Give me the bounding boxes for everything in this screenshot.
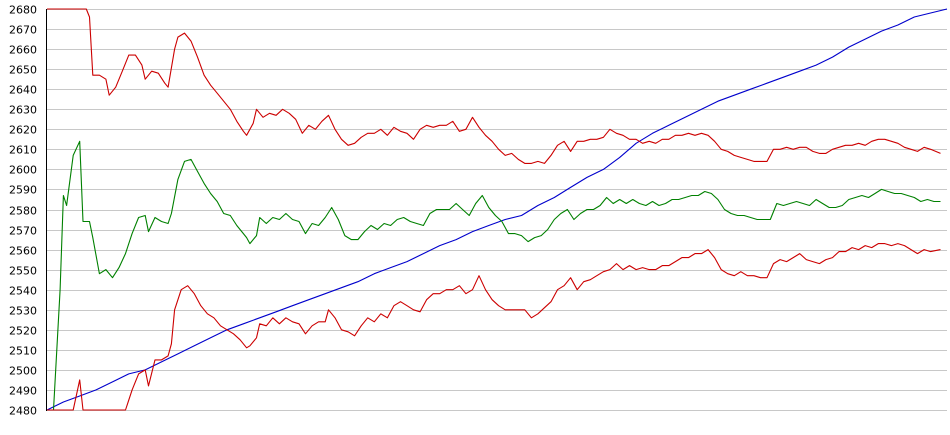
y-tick-label: 2500 xyxy=(9,365,37,378)
y-tick-label: 2670 xyxy=(9,24,37,37)
y-tick-label: 2680 xyxy=(9,4,37,17)
y-tick-label: 2590 xyxy=(9,184,37,197)
y-tick-label: 2620 xyxy=(9,124,37,137)
y-tick-label: 2630 xyxy=(9,104,37,117)
y-tick-label: 2480 xyxy=(9,405,37,418)
y-tick-label: 2580 xyxy=(9,205,37,218)
y-tick-label: 2560 xyxy=(9,245,37,258)
grid-lines xyxy=(47,9,947,411)
y-tick-label: 2490 xyxy=(9,385,37,398)
y-tick-label: 2570 xyxy=(9,225,37,238)
y-tick-label: 2530 xyxy=(9,305,37,318)
y-tick-label: 2510 xyxy=(9,345,37,358)
series-line-4 xyxy=(47,243,941,411)
series-line-2 xyxy=(47,140,941,411)
y-tick-label: 2650 xyxy=(9,64,37,77)
series-lines xyxy=(46,8,948,411)
y-tick-label: 2640 xyxy=(9,84,37,97)
y-tick-label: 2600 xyxy=(9,164,37,177)
y-tick-label: 2660 xyxy=(9,44,37,57)
y-tick-label: 2550 xyxy=(9,265,37,278)
y-tick-label: 2610 xyxy=(9,144,37,157)
series-line-3 xyxy=(47,8,941,164)
y-tick-labels: 2480 2490 2500 2510 2520 2530 2540 2550 2560 2570… xyxy=(9,4,37,418)
series-line-1 xyxy=(46,8,948,411)
y-tick-label: 2520 xyxy=(9,325,37,338)
y-tick-label: 2540 xyxy=(9,285,37,298)
